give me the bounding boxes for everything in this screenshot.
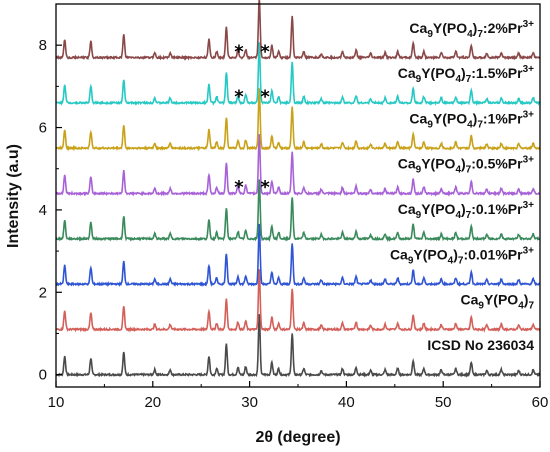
series-line-5 [55,88,541,152]
y-tick-label: 0 [39,367,47,384]
series-label-2: Ca9Y(PO4)7:0.01%Pr3+ [390,245,534,266]
peak-marker-5: * [260,177,270,198]
x-tick-label: 40 [338,394,355,411]
series-label-3: Ca9Y(PO4)7:0.1%Pr3+ [398,200,534,221]
series-label-0: ICSD No 236034 [427,337,534,353]
series-label-5: Ca9Y(PO4)7:1%Pr3+ [409,109,534,130]
series-label-6: Ca9Y(PO4)7:1.5%Pr3+ [398,64,534,85]
series-line-6 [55,42,541,107]
peak-marker-0: * [234,41,244,62]
x-tick-label: 50 [435,394,452,411]
peak-marker-2: * [234,87,244,108]
y-tick-label: 4 [39,202,47,219]
x-tick-label: 30 [241,394,258,411]
y-axis-title: Intensity (a.u) [5,144,22,248]
peak-marker-3: * [260,87,270,108]
x-axis: 10 20 30 40 50 60 [48,381,549,411]
series-line-7 [55,0,541,61]
plot-area [55,0,541,378]
peak-markers: * * * * * * [234,41,270,198]
series-line-2 [55,223,541,288]
series-line-4 [55,134,541,197]
x-tick-label: 20 [144,394,161,411]
series-label-1: Ca9Y(PO4)7 [461,292,535,312]
y-axis: 0 2 4 6 8 [39,37,62,384]
x-axis-title: 2θ (degree) [255,429,340,446]
series-labels: ICSD No 236034 Ca9Y(PO4)7 Ca9Y(PO4)7:0.01%… [390,19,535,353]
x-tick-label: 60 [532,394,549,411]
series-label-4: Ca9Y(PO4)7:0.5%Pr3+ [398,155,534,176]
x-tick-label: 10 [48,394,65,411]
y-tick-label: 2 [39,284,47,301]
series-line-1 [55,269,541,333]
series-line-3 [55,179,541,243]
y-tick-label: 8 [39,37,47,54]
series-line-0 [55,314,541,378]
series-label-7: Ca9Y(PO4)7:2%Pr3+ [409,19,534,40]
y-tick-label: 6 [39,120,47,137]
peak-marker-1: * [260,41,270,62]
peak-marker-4: * [234,177,244,198]
